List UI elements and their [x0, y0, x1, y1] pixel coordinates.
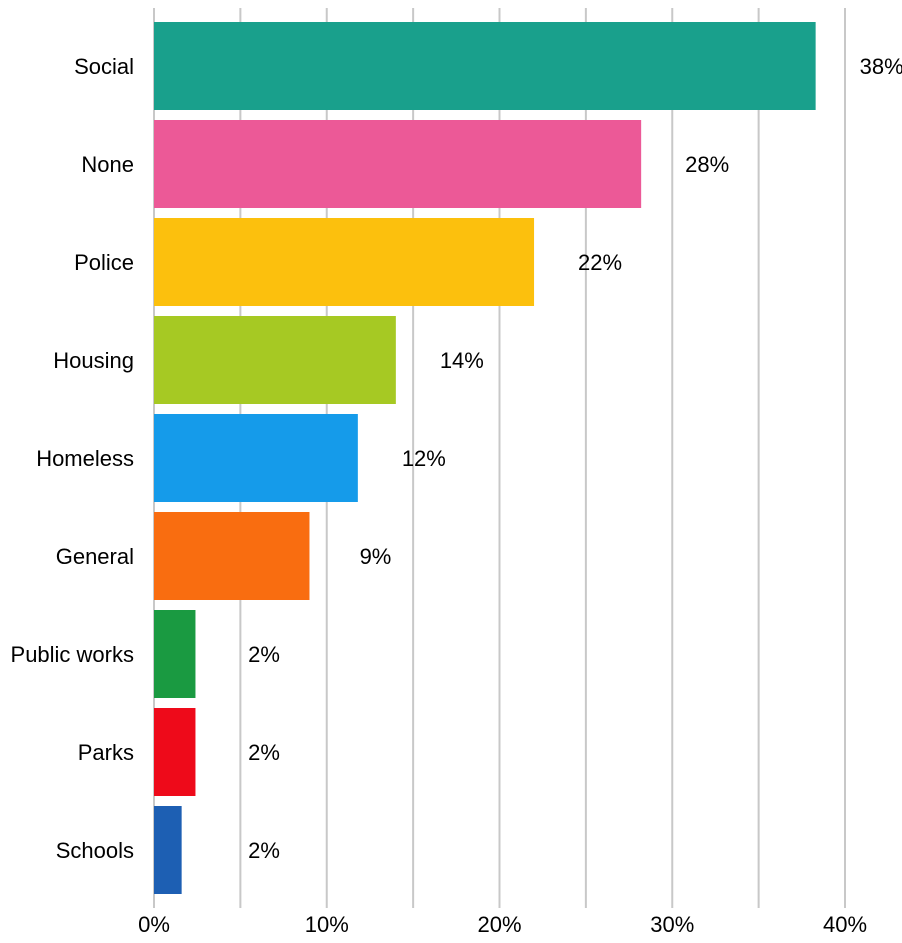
x-tick-label: 10% — [305, 912, 349, 937]
category-labels: Social None Police Housing Homeless General Pu… — [11, 54, 134, 863]
category-label: Schools — [56, 838, 134, 863]
bar — [154, 414, 358, 502]
bar — [154, 22, 816, 110]
bar — [154, 512, 310, 600]
category-label: Housing — [53, 348, 134, 373]
bars — [154, 22, 816, 894]
value-label: 22% — [578, 250, 622, 275]
bar — [154, 708, 196, 796]
x-tick-label: 40% — [823, 912, 867, 937]
x-tick-label: 30% — [650, 912, 694, 937]
bar — [154, 218, 535, 306]
bar — [154, 316, 396, 404]
category-label: Homeless — [36, 446, 134, 471]
category-label: None — [81, 152, 134, 177]
x-tick-label: 20% — [477, 912, 521, 937]
bar — [154, 806, 182, 894]
value-label: 14% — [440, 348, 484, 373]
value-label: 12% — [402, 446, 446, 471]
category-label: Police — [74, 250, 134, 275]
bar — [154, 120, 642, 208]
value-label: 9% — [360, 544, 392, 569]
category-label: General — [56, 544, 134, 569]
category-label: Social — [74, 54, 134, 79]
value-label: 38% — [860, 54, 902, 79]
category-label: Public works — [11, 642, 134, 667]
value-label: 2% — [248, 642, 280, 667]
category-label: Parks — [78, 740, 134, 765]
value-label: 2% — [248, 838, 280, 863]
bar — [154, 610, 196, 698]
value-label: 2% — [248, 740, 280, 765]
value-label: 28% — [685, 152, 729, 177]
x-tick-labels: 0% 10% 20% 30% 40% — [138, 912, 867, 937]
value-labels: 38% 28% 22% 14% 12% 9% 2% 2% 2% — [248, 54, 902, 863]
x-tick-label: 0% — [138, 912, 170, 937]
